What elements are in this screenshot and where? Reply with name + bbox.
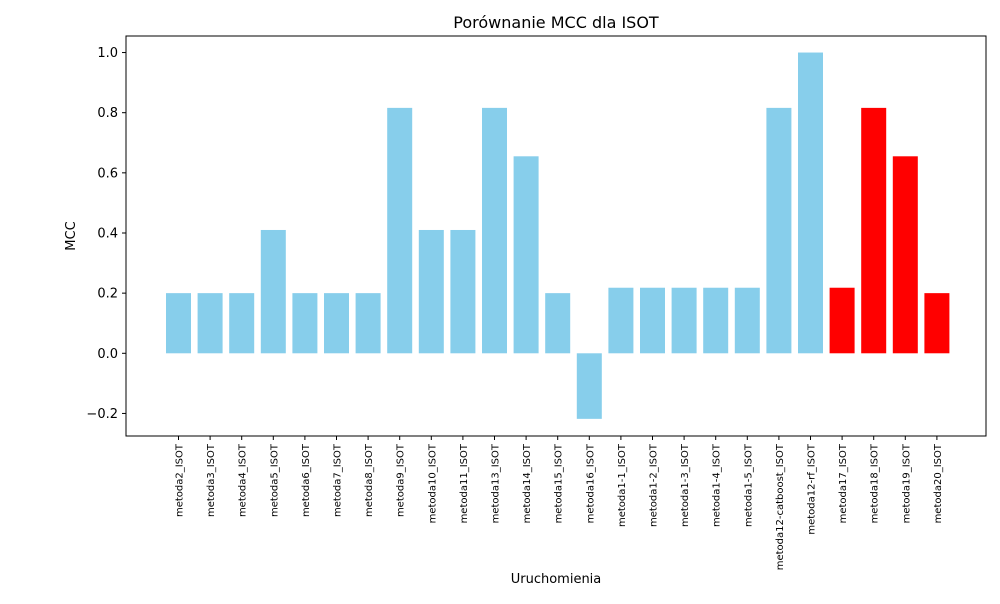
x-tick-label: metoda9_ISOT bbox=[396, 443, 407, 517]
x-tick-label: metoda7_ISOT bbox=[333, 443, 344, 517]
bar-metoda2_ISOT bbox=[166, 293, 191, 354]
x-tick-label: metoda3_ISOT bbox=[206, 443, 217, 517]
bar-metoda1-4_ISOT bbox=[703, 287, 729, 354]
y-axis: −0.2 0.0 0.2 0.4 0.6 0.8 1.0 bbox=[86, 46, 126, 422]
bar-metoda7_ISOT bbox=[324, 293, 349, 354]
y-tick-label: 0.2 bbox=[97, 287, 118, 302]
bar-metoda1-3_ISOT bbox=[671, 287, 697, 354]
bar-metoda1-1_ISOT bbox=[608, 287, 634, 354]
x-tick-label: metoda6_ISOT bbox=[301, 443, 312, 517]
bar-metoda8_ISOT bbox=[355, 293, 381, 354]
x-tick-label: metoda5_ISOT bbox=[269, 443, 280, 517]
bar-metoda12-rf_ISOT bbox=[798, 52, 823, 354]
x-axis: metoda2_ISOT metoda3_ISOT metoda4_ISOT meto… bbox=[175, 436, 944, 570]
x-tick-label: metoda11_ISOT bbox=[459, 443, 470, 523]
x-tick-label: metoda1-5_ISOT bbox=[743, 443, 754, 527]
bar-metoda1-5_ISOT bbox=[734, 287, 760, 354]
x-tick-label: metoda1-4_ISOT bbox=[712, 443, 723, 527]
x-tick-label: metoda19_ISOT bbox=[901, 443, 912, 523]
x-tick-label: metoda14_ISOT bbox=[522, 443, 533, 523]
bar-metoda20_ISOT bbox=[924, 293, 950, 354]
x-tick-label: metoda13_ISOT bbox=[491, 443, 502, 523]
y-tick-label: 0.0 bbox=[97, 347, 118, 362]
x-tick-label: metoda2_ISOT bbox=[175, 443, 186, 517]
x-axis-label: Uruchomienia bbox=[511, 572, 602, 587]
bar-metoda4_ISOT bbox=[229, 293, 255, 354]
x-tick-label: metoda12-catboost_ISOT bbox=[775, 443, 786, 570]
bar-metoda6_ISOT bbox=[292, 293, 318, 354]
bar-metoda12-catboost_ISOT bbox=[766, 107, 792, 354]
bars-group bbox=[166, 52, 950, 419]
x-tick-label: metoda4_ISOT bbox=[238, 443, 249, 517]
plot-frame bbox=[125, 35, 987, 437]
bar-metoda14_ISOT bbox=[513, 156, 539, 354]
bar-metoda9_ISOT bbox=[387, 107, 413, 354]
x-tick-label: metoda8_ISOT bbox=[364, 443, 375, 517]
bar-metoda18_ISOT bbox=[861, 107, 887, 354]
bar-metoda5_ISOT bbox=[260, 229, 286, 354]
x-tick-label: metoda12-rf_ISOT bbox=[807, 443, 818, 535]
bar-metoda15_ISOT bbox=[545, 293, 571, 354]
x-tick-label: metoda1-1_ISOT bbox=[617, 443, 628, 527]
y-axis-label: MCC bbox=[64, 221, 79, 250]
x-tick-label: metoda20_ISOT bbox=[933, 443, 944, 523]
bar-metoda19_ISOT bbox=[892, 156, 918, 354]
bar-metoda11_ISOT bbox=[450, 229, 476, 354]
x-tick-label: metoda15_ISOT bbox=[554, 443, 565, 523]
y-tick-label: 0.4 bbox=[97, 226, 118, 241]
bar-metoda13_ISOT bbox=[482, 107, 507, 354]
bar-metoda1-2_ISOT bbox=[640, 287, 665, 354]
bar-metoda16_ISOT bbox=[576, 353, 602, 419]
x-tick-label: metoda18_ISOT bbox=[870, 443, 881, 523]
x-tick-label: metoda10_ISOT bbox=[427, 443, 438, 523]
bar-metoda10_ISOT bbox=[418, 229, 444, 354]
x-tick-label: metoda1-3_ISOT bbox=[680, 443, 691, 527]
y-tick-label: −0.2 bbox=[86, 407, 118, 422]
bar-metoda17_ISOT bbox=[829, 287, 855, 354]
x-tick-label: metoda16_ISOT bbox=[585, 443, 596, 523]
y-tick-label: 0.6 bbox=[97, 166, 118, 181]
bar-metoda3_ISOT bbox=[197, 293, 223, 354]
y-tick-label: 1.0 bbox=[97, 46, 118, 61]
y-tick-label: 0.8 bbox=[97, 106, 118, 121]
chart-title: Porównanie MCC dla ISOT bbox=[453, 13, 659, 32]
x-tick-label: metoda17_ISOT bbox=[838, 443, 849, 523]
x-tick-label: metoda1-2_ISOT bbox=[649, 443, 660, 527]
